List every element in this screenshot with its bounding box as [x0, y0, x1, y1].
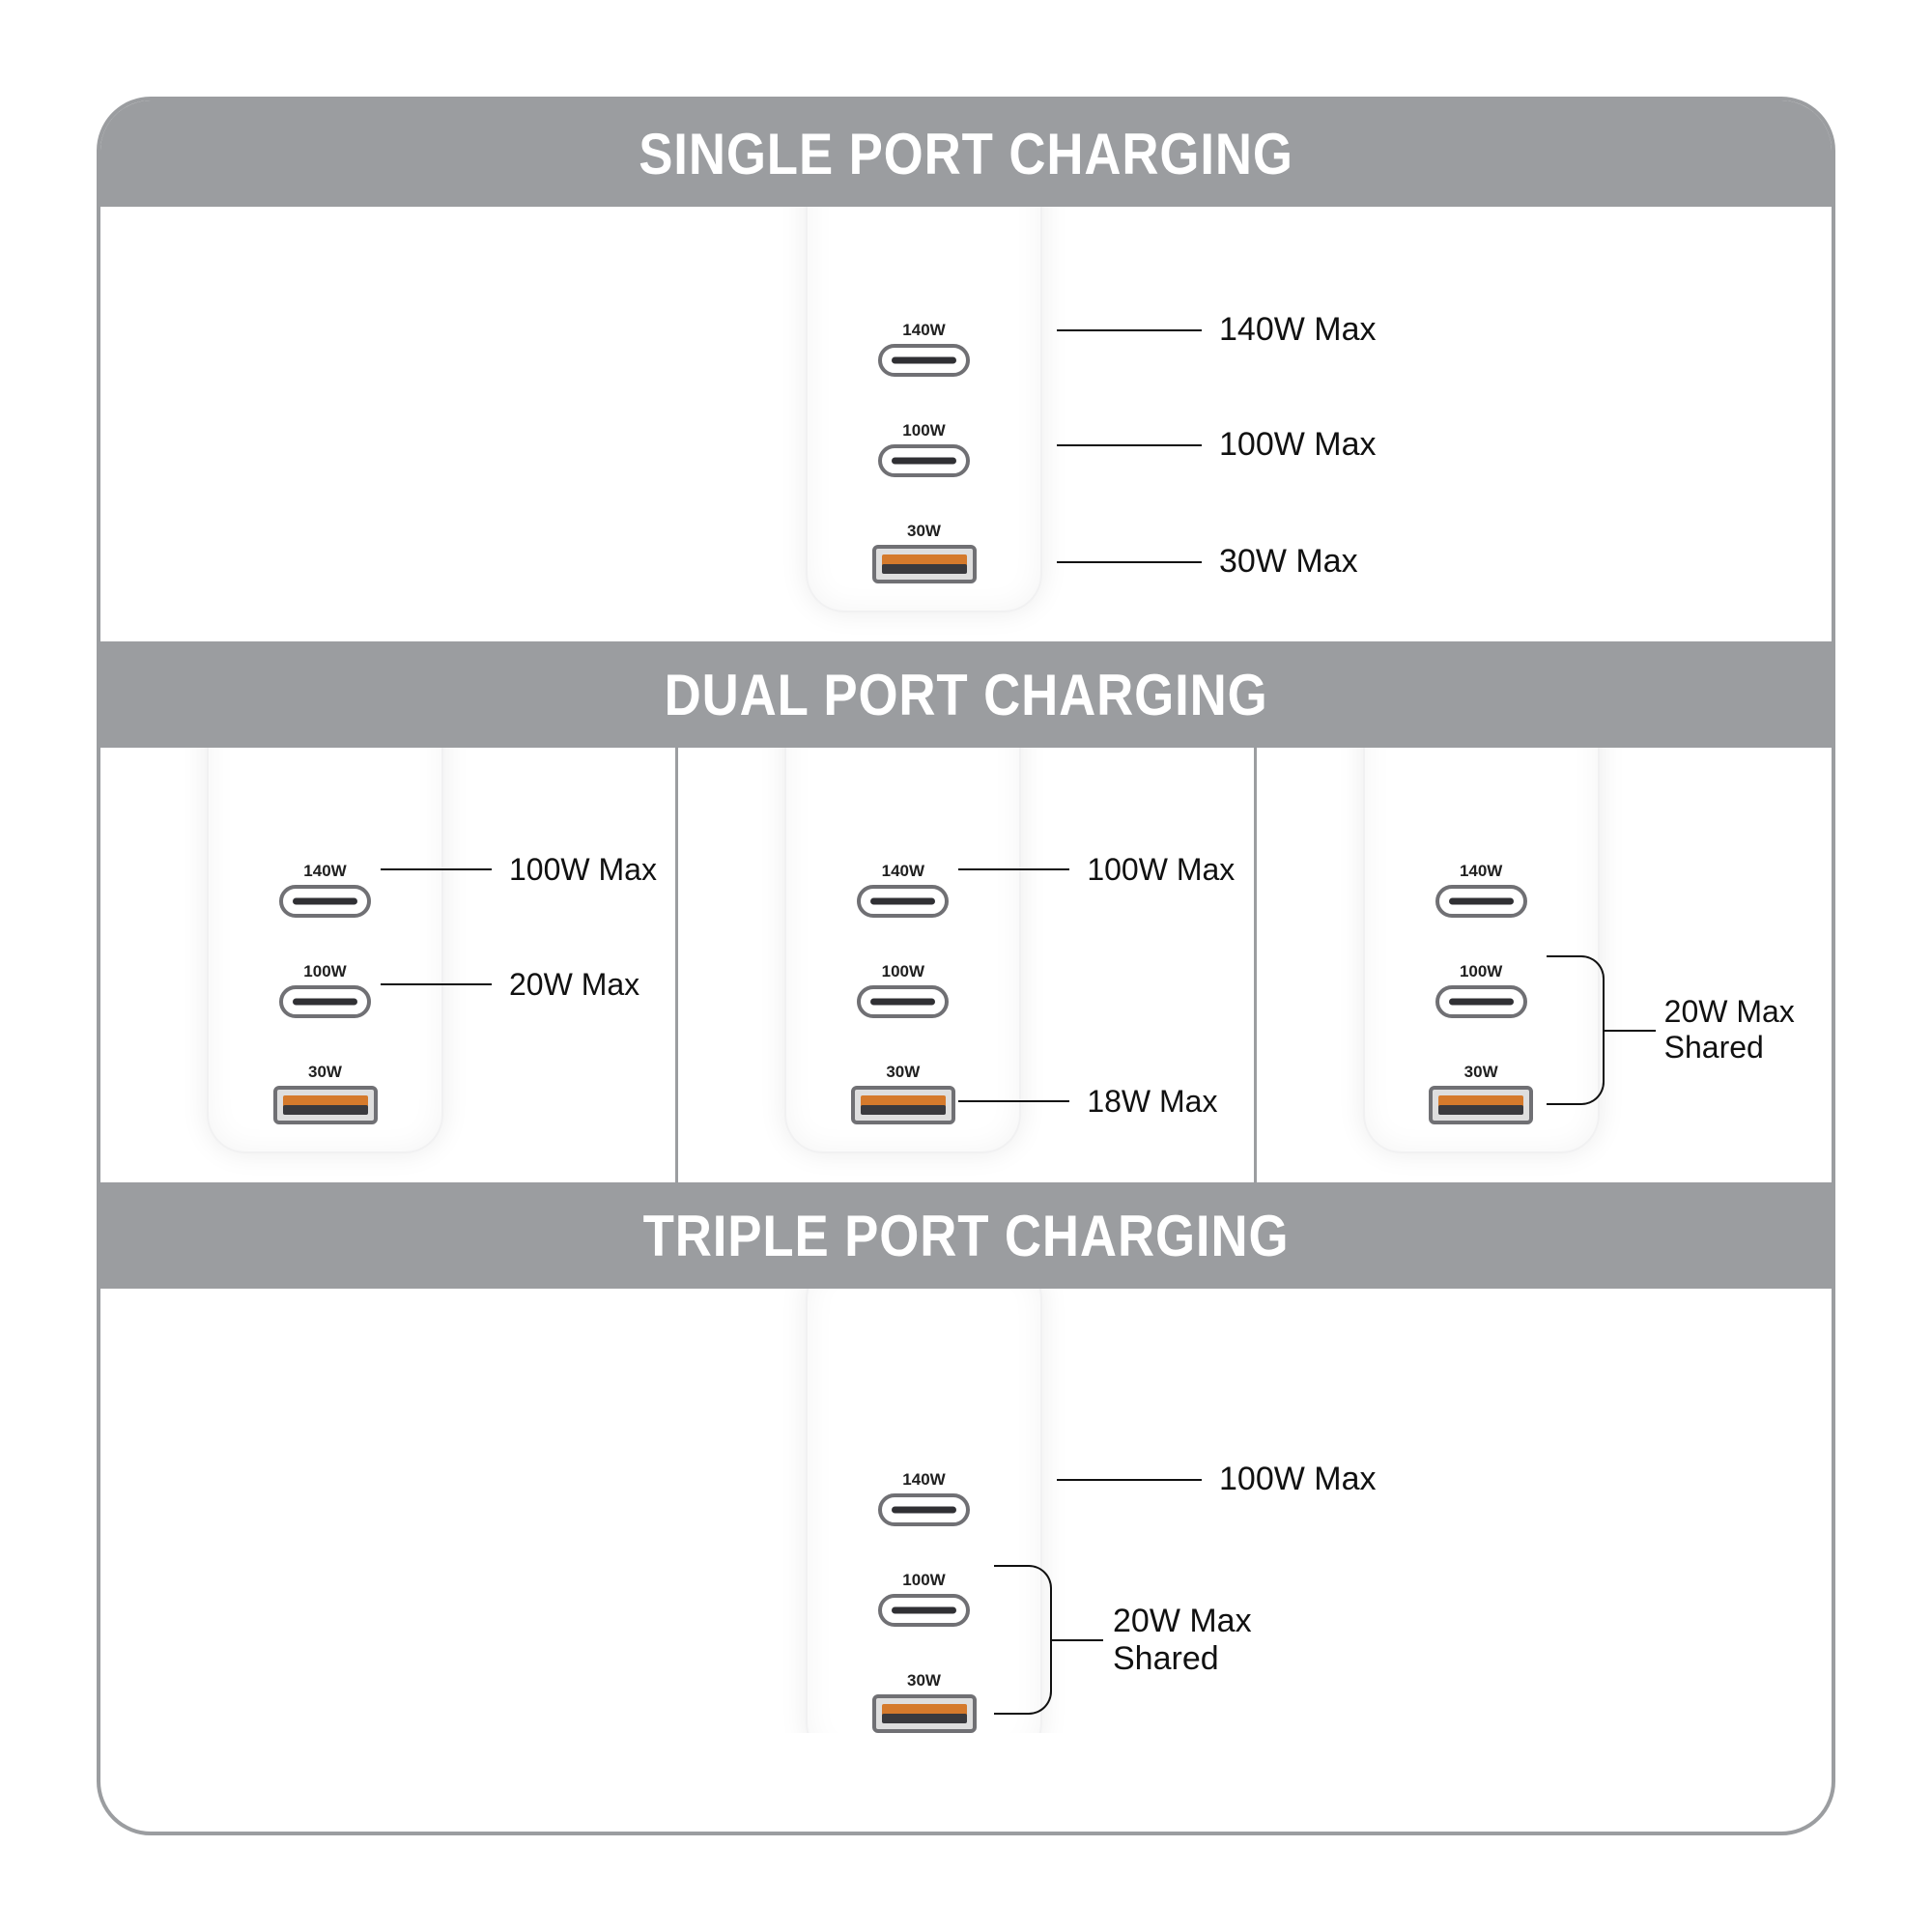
port-140w: 140W — [1435, 862, 1527, 918]
port-label-140w: 140W — [882, 862, 924, 881]
leader-line — [958, 1100, 1069, 1102]
leader-line — [381, 983, 492, 985]
port-140w: 140W — [878, 321, 970, 377]
usb-a-icon — [273, 1086, 378, 1124]
header-dual: DUAL PORT CHARGING — [100, 641, 1832, 748]
usb-c-icon — [878, 344, 970, 377]
infographic-frame: SINGLE PORT CHARGING 140W 100W 30W — [97, 97, 1835, 1835]
port-label-140w: 140W — [902, 321, 945, 340]
charger-single: 140W 100W 30W — [806, 207, 1042, 612]
usb-a-icon — [872, 545, 977, 583]
usb-c-icon — [878, 1493, 970, 1526]
callout-text: 100W Max — [509, 852, 657, 888]
triple-row: 140W 100W 30W 100W Max — [100, 1289, 1832, 1733]
leader-line — [1057, 329, 1202, 331]
header-single-title: SINGLE PORT CHARGING — [639, 121, 1293, 187]
port-label-140w: 140W — [1460, 862, 1502, 881]
header-dual-title: DUAL PORT CHARGING — [664, 662, 1267, 728]
single-panel: 140W 100W 30W 140W Max — [100, 207, 1832, 641]
callout-triple-1: 100W Max — [1057, 1461, 1377, 1498]
callout-text: 100W Max — [1219, 426, 1377, 464]
port-100w: 100W — [1435, 962, 1527, 1018]
usb-a-icon — [872, 1694, 977, 1733]
callout-dual-b1: 100W Max — [958, 852, 1235, 888]
callout-text: 100W Max — [1087, 852, 1235, 888]
leader-line — [1057, 444, 1202, 446]
port-100w: 100W — [878, 421, 970, 477]
dual-panel-a: 140W 100W 30W 100W Max — [100, 748, 675, 1182]
port-label-30w: 30W — [907, 1671, 941, 1690]
port-label-30w: 30W — [308, 1063, 342, 1082]
port-label-100w: 100W — [902, 421, 945, 440]
port-label-100w: 100W — [1460, 962, 1502, 981]
bracket-label-dual-c: 20W Max Shared — [1664, 994, 1795, 1065]
usb-a-icon — [1429, 1086, 1533, 1124]
usb-c-icon — [857, 885, 949, 918]
usb-c-icon — [878, 444, 970, 477]
port-label-100w: 100W — [902, 1571, 945, 1590]
usb-c-icon — [1435, 885, 1527, 918]
leader-line — [958, 868, 1069, 870]
port-label-100w: 100W — [303, 962, 346, 981]
header-triple-title: TRIPLE PORT CHARGING — [643, 1203, 1290, 1269]
port-label-30w: 30W — [886, 1063, 920, 1082]
port-30w: 30W — [1429, 1063, 1533, 1124]
leader-line — [1057, 1479, 1202, 1481]
port-label-30w: 30W — [1464, 1063, 1498, 1082]
port-stack: 140W 100W 30W — [806, 321, 1042, 583]
callout-single-1: 140W Max — [1057, 311, 1377, 349]
dual-panel-c: 140W 100W 30W 20W Max Shared — [1254, 748, 1832, 1182]
usb-c-icon — [1435, 985, 1527, 1018]
callout-dual-a1: 100W Max — [381, 852, 657, 888]
usb-c-icon — [279, 985, 371, 1018]
bracket-dual-c — [1547, 955, 1605, 1105]
callout-single-2: 100W Max — [1057, 426, 1377, 464]
charger-dual-a: 140W 100W 30W — [207, 748, 443, 1153]
leader-line — [381, 868, 492, 870]
header-triple: TRIPLE PORT CHARGING — [100, 1182, 1832, 1289]
leader-line — [1057, 561, 1202, 563]
dual-row: 140W 100W 30W 100W Max — [100, 748, 1832, 1182]
usb-a-icon — [851, 1086, 955, 1124]
port-140w: 140W — [857, 862, 949, 918]
usb-c-icon — [878, 1594, 970, 1627]
port-140w: 140W — [878, 1470, 970, 1526]
port-140w: 140W — [279, 862, 371, 918]
port-30w: 30W — [872, 522, 977, 583]
callout-single-3: 30W Max — [1057, 543, 1358, 581]
port-30w: 30W — [872, 1671, 977, 1733]
usb-c-icon — [279, 885, 371, 918]
callout-text: 20W Max — [509, 967, 639, 1003]
usb-c-icon — [857, 985, 949, 1018]
port-100w: 100W — [279, 962, 371, 1018]
port-label-30w: 30W — [907, 522, 941, 541]
port-100w: 100W — [857, 962, 949, 1018]
port-30w: 30W — [851, 1063, 955, 1124]
callout-text: 100W Max — [1219, 1461, 1377, 1498]
callout-dual-a2: 20W Max — [381, 967, 639, 1003]
callout-text: 30W Max — [1219, 543, 1358, 581]
header-single: SINGLE PORT CHARGING — [100, 100, 1832, 207]
port-label-140w: 140W — [303, 862, 346, 881]
single-row: 140W 100W 30W 140W Max — [100, 207, 1832, 641]
triple-panel: 140W 100W 30W 100W Max — [100, 1289, 1832, 1733]
port-30w: 30W — [273, 1063, 378, 1124]
port-label-100w: 100W — [882, 962, 924, 981]
port-100w: 100W — [878, 1571, 970, 1627]
callout-text: 18W Max — [1087, 1084, 1217, 1120]
port-label-140w: 140W — [902, 1470, 945, 1490]
callout-text: 140W Max — [1219, 311, 1377, 349]
bracket-triple — [994, 1565, 1052, 1715]
dual-panel-b: 140W 100W 30W 100W Max — [675, 748, 1253, 1182]
callout-dual-b3: 18W Max — [958, 1084, 1217, 1120]
bracket-label-triple: 20W Max Shared — [1113, 1603, 1252, 1678]
